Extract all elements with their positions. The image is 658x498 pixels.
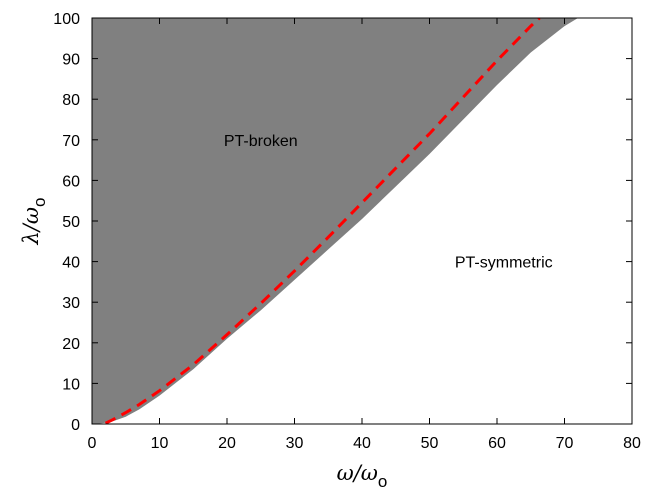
x-tick-label: 30 bbox=[286, 435, 304, 452]
y-tick-label: 100 bbox=[53, 11, 80, 28]
y-tick-label: 90 bbox=[62, 52, 80, 69]
x-tick-label: 40 bbox=[353, 435, 371, 452]
y-axis-label-main: λ/ω bbox=[19, 207, 43, 246]
y-tick-label: 10 bbox=[62, 376, 80, 393]
y-tick-label: 60 bbox=[62, 173, 80, 190]
x-tick-label: 0 bbox=[88, 435, 97, 452]
x-tick-label: 80 bbox=[623, 435, 641, 452]
x-axis-label-subscript: o bbox=[378, 472, 387, 491]
x-tick-label: 10 bbox=[151, 435, 169, 452]
y-tick-label: 80 bbox=[62, 92, 80, 109]
y-tick-label: 20 bbox=[62, 336, 80, 353]
y-tick-label: 50 bbox=[62, 214, 80, 231]
y-tick-label: 40 bbox=[62, 255, 80, 272]
x-tick-label: 70 bbox=[556, 435, 574, 452]
region-label-pt-symmetric: PT-symmetric bbox=[455, 255, 553, 272]
y-tick-label: 70 bbox=[62, 133, 80, 150]
x-axis-label-main: ω/ω bbox=[337, 461, 378, 485]
x-tick-label: 20 bbox=[218, 435, 236, 452]
y-tick-label: 0 bbox=[71, 417, 80, 434]
region-label-pt-broken: PT-broken bbox=[224, 133, 298, 150]
x-tick-label: 50 bbox=[421, 435, 439, 452]
x-axis-label: ω/ωo bbox=[337, 461, 388, 491]
pt-broken-region bbox=[92, 18, 578, 424]
y-axis-label: λ/ωo bbox=[19, 198, 49, 246]
y-axis-label-subscript: o bbox=[30, 198, 49, 207]
y-tick-label: 30 bbox=[62, 295, 80, 312]
dashed-boundary-curve bbox=[104, 18, 541, 424]
x-tick-label: 60 bbox=[488, 435, 506, 452]
